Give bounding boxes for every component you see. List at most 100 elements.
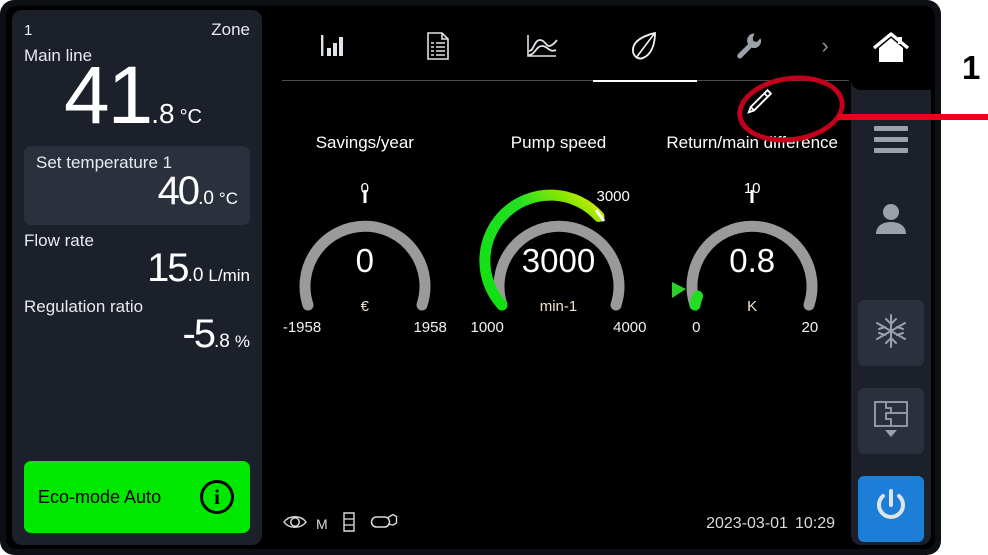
sidebar-item-menu[interactable] <box>858 106 924 172</box>
annotation-label: 1 <box>962 49 981 86</box>
regulation-ratio-fraction: .8 <box>214 331 230 352</box>
tab-eco[interactable] <box>593 10 698 82</box>
gauge-pump-speed-value: 3000 <box>521 242 596 279</box>
set-temperature-value: 40 <box>157 169 200 213</box>
edit-row <box>268 82 849 128</box>
sidebar-item-zones[interactable] <box>858 388 924 454</box>
gauge-savings-min: -1958 <box>282 319 322 336</box>
time-label: 10:29 <box>794 515 835 532</box>
gauge-title-savings: Savings/year <box>315 133 414 152</box>
set-temperature-card[interactable]: Set temperature 1 40 .0 °C <box>24 146 250 225</box>
sidebar-item-cooling[interactable] <box>858 300 924 366</box>
edit-button[interactable] <box>737 84 781 124</box>
sidebar-item-home[interactable] <box>851 10 931 90</box>
zone-status-panel: 1 Zone Main line 41 .8 °C Set temperatur… <box>12 10 262 545</box>
regulation-ratio-value: -5 <box>182 312 216 356</box>
gauge-savings-max: 1958 <box>413 319 447 336</box>
main-line-label: Main line <box>24 46 93 65</box>
flow-rate-label: Flow rate <box>24 231 94 250</box>
set-temperature-unit: °C <box>218 189 238 208</box>
zone-label: Zone <box>211 20 250 39</box>
toolbar: › <box>268 10 849 82</box>
gauge-cell-savings: 0 0 € -1958 1958 <box>268 180 462 346</box>
flow-rate-unit: L/min <box>208 266 250 285</box>
line-chart-icon <box>525 32 559 60</box>
device-bezel: 1 Zone Main line 41 .8 °C Set temperatur… <box>0 0 941 555</box>
zones-layout-icon <box>870 398 912 445</box>
flow-rate-value: 15 <box>147 246 189 290</box>
gauge-return-difference-tick-label: 10 <box>743 180 761 197</box>
date-label: 2023-03-01 <box>706 515 788 532</box>
eco-mode-label: Eco-mode Auto <box>38 486 162 507</box>
gauge-titles: Savings/year Pump speed Return/main diff… <box>268 130 849 156</box>
regulation-ratio-reading: -5 .8 % <box>24 311 250 357</box>
tab-log[interactable] <box>386 10 490 82</box>
eye-icon-suffix-label: M <box>316 516 328 532</box>
user-icon <box>872 201 910 242</box>
main-line-fraction: .8 <box>151 98 175 129</box>
flow-rate-reading: 15 .0 L/min <box>24 245 250 291</box>
sidebar-item-power[interactable] <box>858 476 924 542</box>
tab-service[interactable] <box>697 10 801 82</box>
tab-more-button[interactable]: › <box>801 10 849 82</box>
gauge-title-pump-speed: Pump speed <box>510 133 607 152</box>
document-list-icon <box>425 31 451 61</box>
memory-card-icon[interactable] <box>341 511 357 538</box>
home-icon <box>871 29 911 72</box>
gauge-title-return-difference: Return/main difference <box>666 133 839 152</box>
gauge-savings[interactable]: 0 0 € -1958 1958 <box>277 180 453 346</box>
set-temperature-fraction: .0 <box>198 188 214 209</box>
status-bar: M <box>268 507 849 541</box>
device-screen: 1 Zone Main line 41 .8 °C Set temperatur… <box>6 6 935 549</box>
zone-header: 1 Zone <box>24 20 250 40</box>
gauge-cell-return-difference: 10 0.8 K 0 20 <box>655 180 849 346</box>
main-line-unit: °C <box>179 106 203 128</box>
gauge-pump-speed-max: 4000 <box>613 319 647 336</box>
gauge-pump-speed[interactable]: 3000 3000 min-1 1000 4000 <box>471 186 647 346</box>
sidebar-item-user[interactable] <box>858 188 924 254</box>
active-tab-indicator <box>593 80 698 82</box>
gauge-cell-pump-speed: 3000 3000 min-1 1000 4000 <box>462 186 656 346</box>
tab-statistics[interactable] <box>282 10 386 82</box>
leaf-icon <box>628 29 662 63</box>
eye-icon[interactable] <box>282 513 308 536</box>
gauge-return-difference-unit: K <box>747 298 758 315</box>
usb-stick-icon[interactable] <box>370 512 398 537</box>
gauge-return-difference-value: 0.8 <box>729 242 776 279</box>
power-icon <box>872 488 910 531</box>
gauge-return-difference[interactable]: 10 0.8 K 0 20 <box>664 180 840 346</box>
gauge-return-difference-min: 0 <box>692 319 701 336</box>
gauge-pump-speed-tick-label: 3000 <box>596 188 630 205</box>
toolbar-divider <box>282 80 849 81</box>
regulation-ratio-unit: % <box>234 332 250 351</box>
main-line-value: 41 <box>63 50 153 141</box>
regulation-ratio-label: Regulation ratio <box>24 297 144 316</box>
info-icon[interactable]: i <box>200 480 234 514</box>
gauge-pump-speed-unit: min-1 <box>539 298 578 315</box>
set-temperature-label: Set temperature 1 <box>36 153 173 172</box>
right-sidebar <box>851 10 931 545</box>
annotation-leader-line <box>838 114 988 120</box>
bar-chart-icon <box>319 32 349 60</box>
main-content: › Savings/ye <box>268 10 849 545</box>
gauge-return-difference-max: 20 <box>801 319 819 336</box>
eco-mode-button[interactable]: Eco-mode Auto i <box>24 461 250 533</box>
status-icon-group: M <box>282 511 398 538</box>
chevron-right-icon: › <box>821 33 829 58</box>
gauge-pump-speed-min: 1000 <box>470 319 504 336</box>
tab-trend[interactable] <box>490 10 594 82</box>
gauge-savings-unit: € <box>360 298 369 315</box>
hamburger-menu-icon <box>874 125 908 153</box>
set-temperature-reading: 40 .0 °C <box>36 169 238 213</box>
wrench-icon <box>734 31 764 61</box>
timestamp: 2023-03-01 10:29 <box>706 515 835 533</box>
gauge-savings-value: 0 <box>355 242 374 279</box>
snowflake-icon <box>873 313 909 354</box>
gauge-row: 0 0 € -1958 1958 <box>268 180 849 346</box>
pencil-icon <box>743 86 775 123</box>
flow-rate-fraction: .0 <box>187 265 204 286</box>
zone-number: 1 <box>24 22 33 39</box>
gauge-savings-tick-label: 0 <box>360 180 369 197</box>
main-line-reading: 41 .8 °C <box>24 52 250 140</box>
